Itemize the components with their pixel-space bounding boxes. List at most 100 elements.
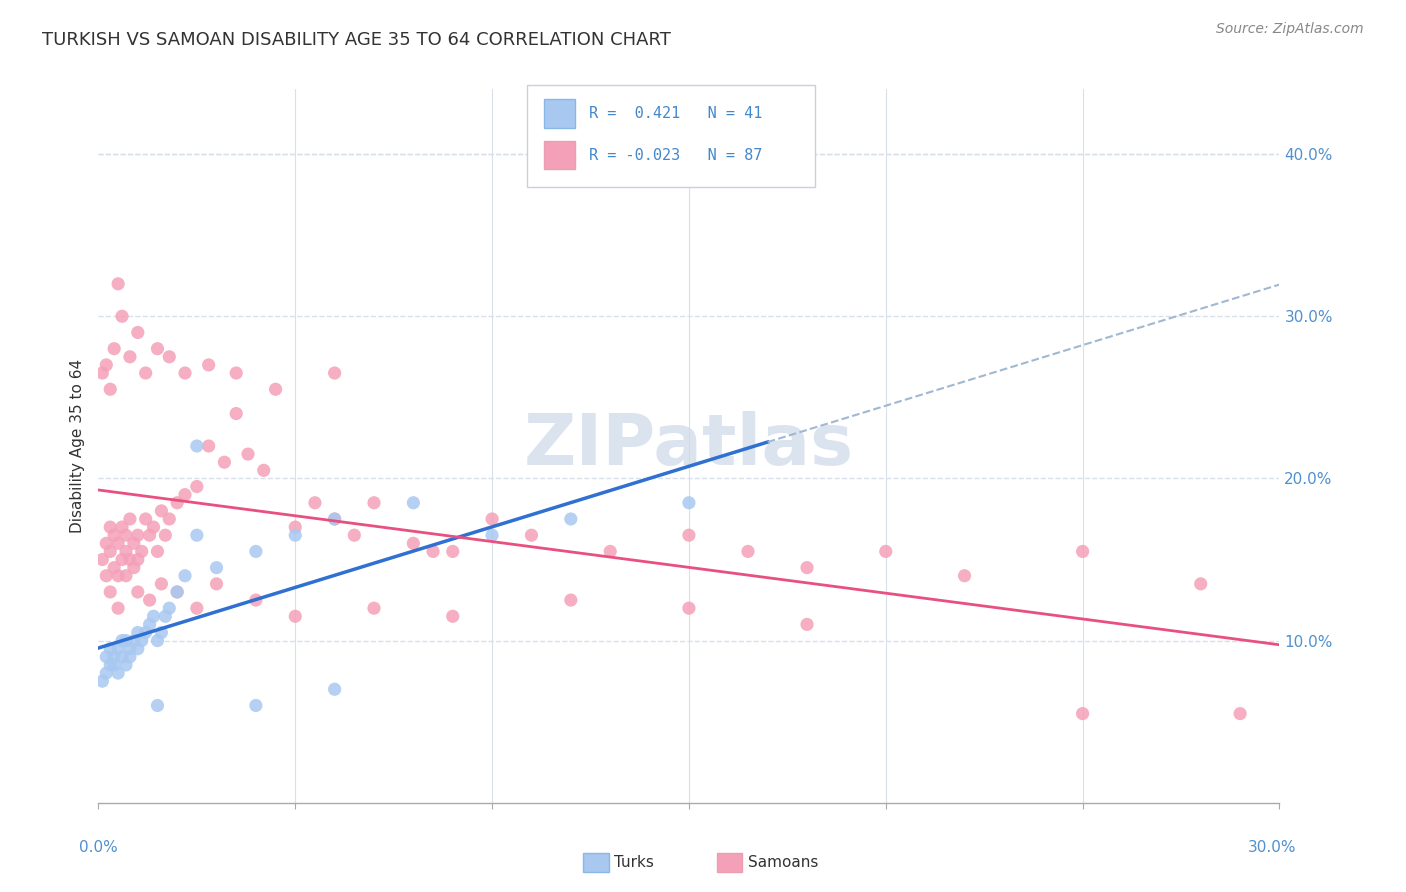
Text: Source: ZipAtlas.com: Source: ZipAtlas.com <box>1216 22 1364 37</box>
Point <box>127 585 149 599</box>
Point <box>115 657 138 672</box>
Point <box>107 601 129 615</box>
Point <box>186 479 208 493</box>
Point <box>441 609 464 624</box>
Point <box>103 342 125 356</box>
Point <box>796 617 818 632</box>
Point <box>135 512 157 526</box>
Point <box>560 593 582 607</box>
Point <box>98 544 121 558</box>
Point <box>284 609 307 624</box>
Point <box>118 552 141 566</box>
Text: Samoans: Samoans <box>748 855 818 870</box>
Point <box>796 560 818 574</box>
Point <box>1071 706 1094 721</box>
Point <box>225 407 247 421</box>
Point <box>205 560 228 574</box>
Point <box>98 641 121 656</box>
Point <box>197 358 219 372</box>
Point <box>107 536 129 550</box>
Point <box>115 544 138 558</box>
Text: 30.0%: 30.0% <box>1249 840 1296 855</box>
Point <box>363 601 385 615</box>
Point <box>96 649 118 664</box>
Point <box>118 350 141 364</box>
Point <box>98 585 121 599</box>
Point <box>115 633 138 648</box>
Point <box>253 463 276 477</box>
Point <box>118 512 141 526</box>
Point <box>96 666 118 681</box>
Point <box>737 544 759 558</box>
Point <box>186 601 208 615</box>
Point <box>953 568 976 582</box>
Point <box>520 528 543 542</box>
Point <box>155 609 177 624</box>
Point <box>146 698 169 713</box>
Point <box>166 496 188 510</box>
Point <box>96 536 118 550</box>
Point <box>186 439 208 453</box>
Point <box>146 544 169 558</box>
Text: 0.0%: 0.0% <box>79 840 118 855</box>
Point <box>225 366 247 380</box>
Point <box>284 520 307 534</box>
Point <box>186 528 208 542</box>
Point <box>363 496 385 510</box>
Point <box>127 641 149 656</box>
Point <box>135 366 157 380</box>
Point <box>150 504 173 518</box>
Point <box>122 536 145 550</box>
Point <box>245 593 267 607</box>
Text: ZIPatlas: ZIPatlas <box>524 411 853 481</box>
Point <box>1229 706 1251 721</box>
Point <box>205 577 228 591</box>
Point <box>166 585 188 599</box>
Point <box>422 544 444 558</box>
Point <box>155 528 177 542</box>
Point <box>98 382 121 396</box>
Point <box>402 536 425 550</box>
Point <box>174 488 197 502</box>
Point <box>1189 577 1212 591</box>
Point <box>166 585 188 599</box>
Point <box>122 560 145 574</box>
Point <box>111 552 134 566</box>
Point <box>111 633 134 648</box>
Point <box>111 649 134 664</box>
Point <box>91 552 114 566</box>
Point <box>1071 544 1094 558</box>
Point <box>146 342 169 356</box>
Text: R = -0.023   N = 87: R = -0.023 N = 87 <box>589 148 762 162</box>
Point <box>98 520 121 534</box>
Point <box>402 496 425 510</box>
Point <box>323 512 346 526</box>
Point <box>138 593 160 607</box>
Point <box>127 625 149 640</box>
Point <box>127 552 149 566</box>
Point <box>107 277 129 291</box>
Y-axis label: Disability Age 35 to 64: Disability Age 35 to 64 <box>69 359 84 533</box>
Point <box>138 528 160 542</box>
Point <box>146 633 169 648</box>
Point <box>323 682 346 697</box>
Point <box>560 512 582 526</box>
Point <box>174 366 197 380</box>
Point <box>678 528 700 542</box>
Point <box>131 633 153 648</box>
Point <box>236 447 259 461</box>
Point <box>115 568 138 582</box>
Point <box>157 350 180 364</box>
Point <box>245 544 267 558</box>
Point <box>197 439 219 453</box>
Point <box>96 568 118 582</box>
Point <box>150 625 173 640</box>
Point <box>111 520 134 534</box>
Point <box>678 496 700 510</box>
Point <box>343 528 366 542</box>
Point <box>96 358 118 372</box>
Point <box>245 698 267 713</box>
Point <box>157 512 180 526</box>
Point <box>127 326 149 340</box>
Point <box>107 568 129 582</box>
